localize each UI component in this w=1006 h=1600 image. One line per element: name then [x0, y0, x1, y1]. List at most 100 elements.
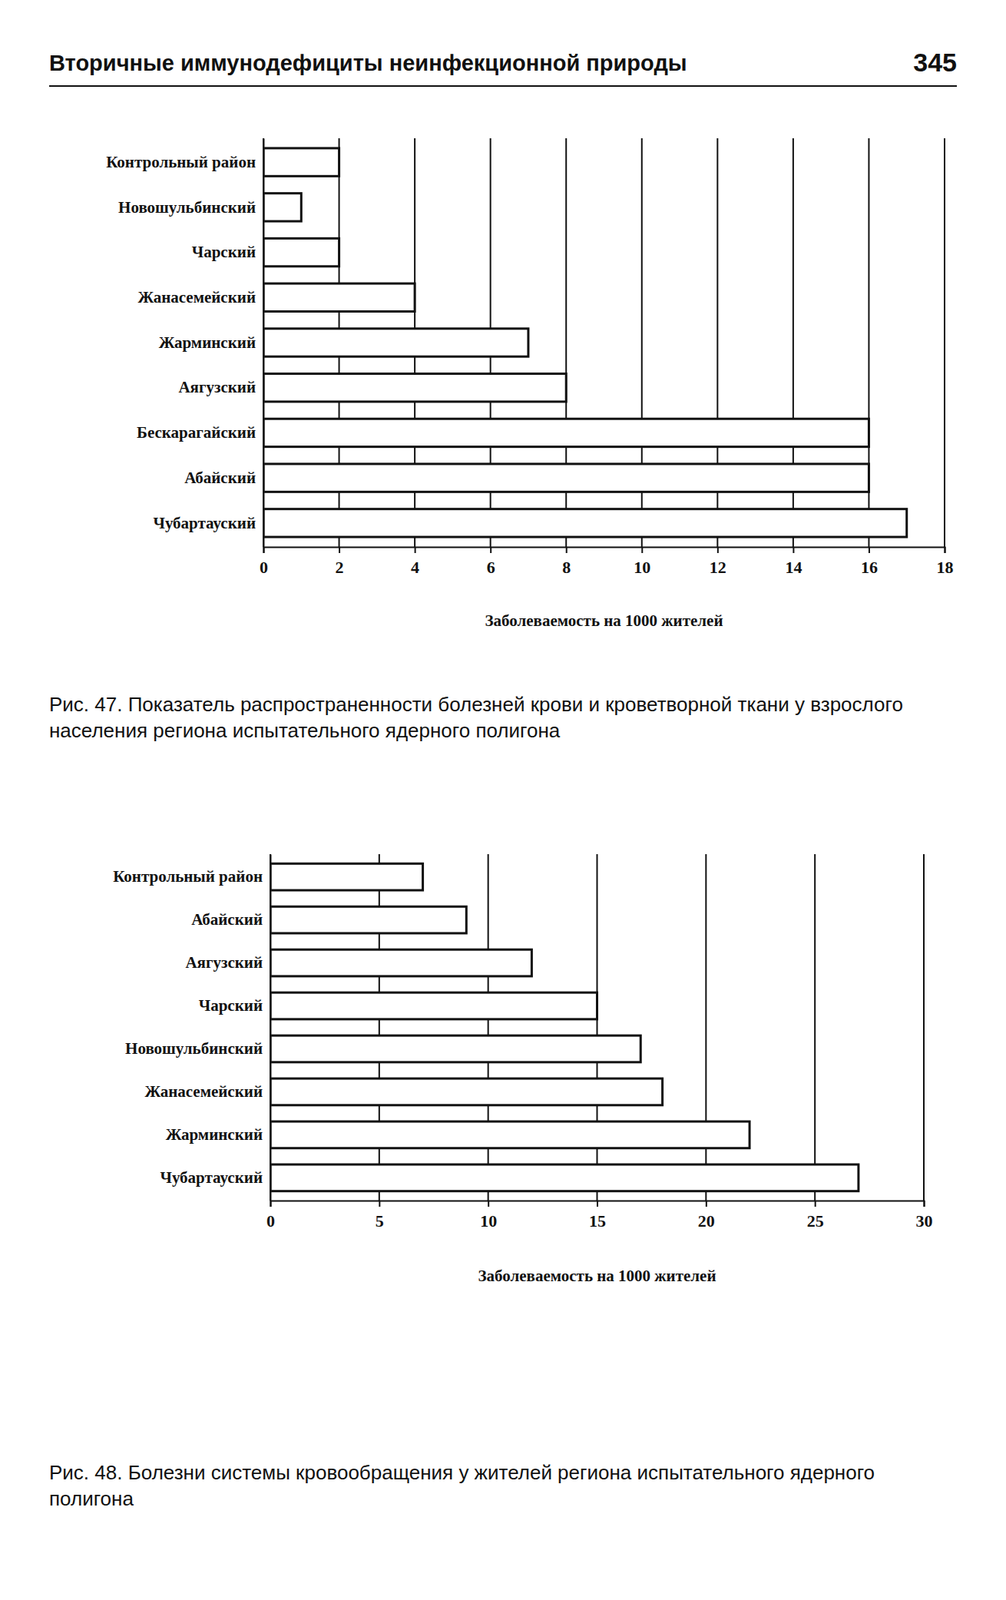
bars: [270, 863, 859, 1191]
grid-line: [262, 138, 265, 547]
bar: [270, 1035, 641, 1063]
caption: Рис. 47. Показатель распространенности б…: [49, 691, 956, 744]
tick-label: 2: [335, 557, 345, 577]
bar: [263, 373, 566, 402]
axis-title: Заболеваемость на 1000 жителей: [477, 1266, 716, 1285]
tick: Жанасемейский: [144, 1082, 271, 1101]
grid-line: [269, 853, 272, 1201]
category-label: Аягузский: [178, 377, 256, 397]
category-label: Бескарагайский: [136, 423, 256, 442]
tick-label: 18: [936, 557, 954, 577]
axis-line: [264, 547, 946, 554]
tick: Новошульбинский: [118, 198, 264, 217]
category-label: Жанасемейский: [137, 287, 256, 307]
tick: 25: [807, 1200, 824, 1231]
bar: [263, 148, 340, 176]
tick-label: 0: [266, 1211, 275, 1231]
tick-label: 4: [410, 557, 420, 577]
tick-label: 8: [562, 557, 571, 577]
tick-label: 0: [259, 557, 269, 577]
tick: 0: [266, 1200, 275, 1231]
bar: [270, 906, 467, 934]
tick: Контрольный район: [112, 867, 271, 886]
tick-label: 10: [479, 1211, 497, 1231]
grid-line: [814, 853, 816, 1201]
running-header: Вторичные иммунодефициты неинфекционной …: [49, 50, 688, 77]
tick-label: 6: [486, 557, 496, 577]
bar: [263, 418, 869, 447]
bar: [263, 509, 907, 537]
tick: 10: [633, 546, 651, 577]
tick-mark: [641, 546, 643, 553]
tick-label: 10: [633, 557, 651, 577]
tick: Чарский: [191, 242, 264, 262]
category-label: Чарский: [198, 996, 263, 1015]
bar: [263, 193, 302, 222]
category-label: Абайский: [184, 468, 256, 487]
tick: 6: [486, 546, 496, 577]
tick-mark: [868, 546, 871, 553]
tick-label: 16: [860, 557, 878, 577]
tick-label: 15: [589, 1211, 606, 1231]
x-axis: 0 5 10 15 20 25 30: [266, 1200, 934, 1231]
tick: Аягузский: [185, 953, 271, 972]
tick: Контрольный район: [105, 152, 264, 172]
y-axis: Контрольный район Новошульбинский Чарский Ж…: [105, 138, 264, 548]
x-axis: 0 2 4 6 8 10 12 14 16 18: [259, 546, 954, 577]
category-label: Новошульбинский: [118, 198, 256, 217]
tick-mark: [944, 546, 947, 553]
tick-label: 25: [807, 1211, 824, 1231]
bar: [270, 1078, 663, 1106]
axis-title: Заболеваемость на 1000 жителей: [484, 611, 723, 630]
category-label: Чубартауский: [159, 1168, 263, 1187]
axis-line: [271, 1201, 925, 1208]
bar: [270, 863, 424, 891]
tick: 8: [562, 546, 571, 577]
tick: 15: [589, 1200, 606, 1231]
tick-mark: [814, 1200, 817, 1207]
tick: Абайский: [184, 468, 264, 487]
page: Вторичные иммунодефициты неинфекционной …: [0, 0, 1006, 1600]
bar: [263, 463, 869, 492]
tick: Жарминский: [165, 1125, 271, 1144]
tick-mark: [705, 1200, 708, 1207]
tick-mark: [338, 546, 341, 553]
tick-mark: [565, 546, 568, 553]
tick-mark: [378, 1200, 381, 1207]
tick: 4: [410, 546, 420, 577]
y-axis: Контрольный район Абайский Аягузский Чарски…: [112, 854, 271, 1202]
tick: Абайский: [191, 910, 271, 929]
category-label: Контрольный район: [105, 152, 256, 172]
category-label: Аягузский: [185, 953, 263, 972]
tick: 14: [784, 546, 802, 577]
tick-mark: [596, 1200, 599, 1207]
category-label: Чубартауский: [152, 513, 256, 533]
chart: 0 2 4 6 8 10 12 14 16 18 Контрольный район Новошуль…: [105, 138, 954, 630]
grid: [263, 138, 945, 547]
tick: 30: [916, 1200, 934, 1231]
tick-label: 12: [709, 557, 727, 577]
page-number: 345: [913, 47, 957, 78]
tick-label: 20: [698, 1211, 715, 1231]
tick: Бескарагайский: [136, 423, 264, 442]
bar: [270, 1164, 859, 1192]
tick-label: 30: [916, 1211, 934, 1231]
tick-label: 5: [375, 1211, 384, 1231]
category-label: Абайский: [191, 910, 263, 929]
tick-label: 14: [784, 557, 802, 577]
category-label: Контрольный район: [112, 867, 263, 886]
tick: 18: [936, 546, 954, 577]
tick: 10: [479, 1200, 497, 1231]
tick: 5: [375, 1200, 384, 1231]
tick: Жарминский: [158, 333, 264, 352]
tick-mark: [487, 1200, 490, 1207]
tick-mark: [717, 546, 719, 553]
axis-line: [270, 854, 272, 1202]
bar: [263, 238, 340, 266]
grid: [270, 853, 924, 1201]
category-label: Жарминский: [165, 1125, 263, 1144]
grid-line: [923, 853, 925, 1201]
tick-mark: [792, 546, 795, 553]
bars: [263, 148, 907, 537]
chart: 0 5 10 15 20 25 30 Контрольный район Абайский Аяг…: [112, 853, 933, 1285]
